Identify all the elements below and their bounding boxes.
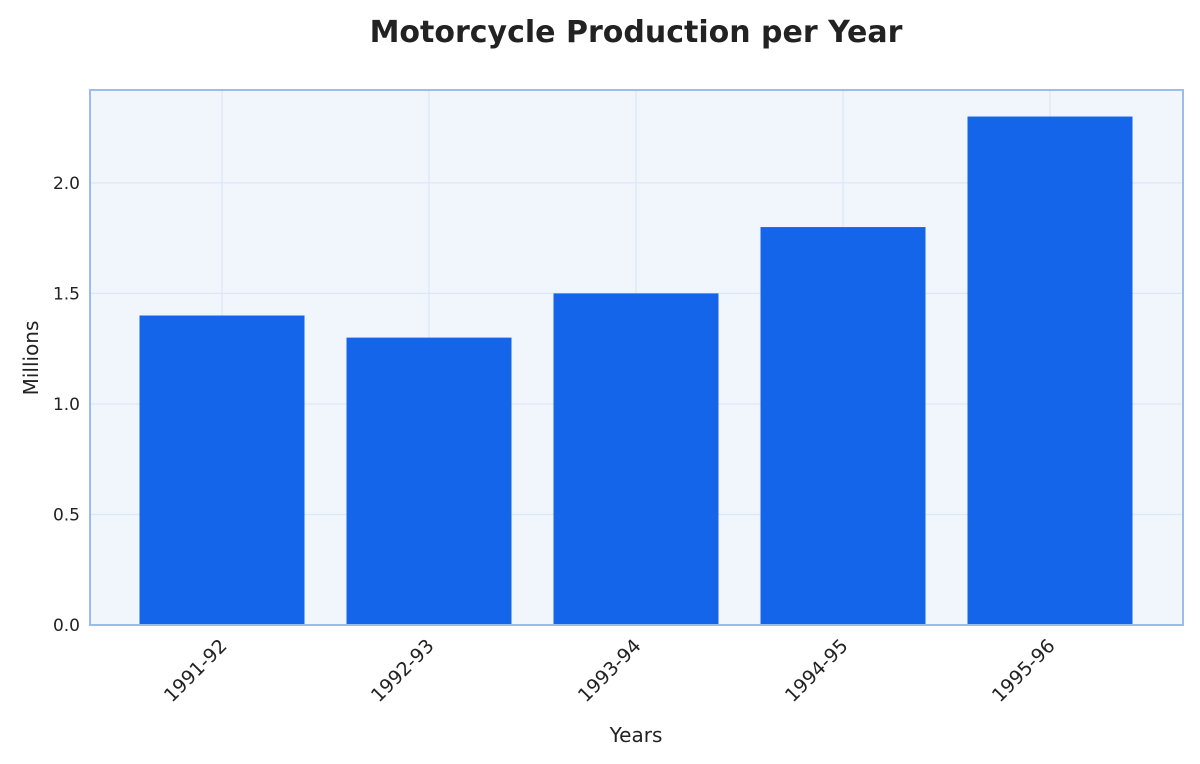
y-axis-ticks: 0.0 0.5 1.0 1.5 2.0 — [53, 174, 80, 636]
bar-1994-95 — [760, 227, 926, 626]
y-tick-label: 0.5 — [53, 505, 80, 525]
y-tick-label: 0.0 — [53, 616, 80, 636]
x-axis-ticks: 1991-92 1992-93 1993-94 1994-95 1995-96 — [160, 635, 1060, 707]
y-tick-label: 2.0 — [53, 174, 80, 194]
bar-1995-96 — [967, 116, 1133, 625]
bar-1991-92 — [139, 315, 305, 625]
x-tick-label: 1992-93 — [367, 635, 439, 707]
y-tick-label: 1.0 — [53, 395, 80, 415]
bars — [139, 116, 1133, 626]
x-tick-label: 1991-92 — [160, 635, 232, 707]
x-tick-label: 1995-96 — [988, 635, 1060, 707]
plot-border — [89, 89, 1184, 626]
y-tick-label: 1.5 — [53, 284, 80, 304]
bar-1992-93 — [346, 337, 512, 625]
x-axis-label: Years — [609, 723, 663, 747]
bar-1993-94 — [553, 293, 719, 625]
x-tick-label: 1994-95 — [781, 635, 853, 707]
y-axis-label: Millions — [19, 321, 43, 396]
x-tick-label: 1993-94 — [574, 635, 646, 707]
chart-title: Motorcycle Production per Year — [370, 15, 903, 50]
